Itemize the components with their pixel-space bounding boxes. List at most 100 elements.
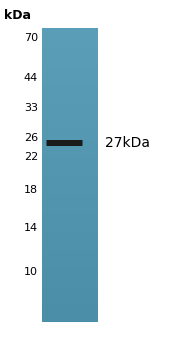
Bar bbox=[42, 174, 98, 175]
Bar bbox=[42, 262, 98, 263]
Bar bbox=[42, 320, 98, 322]
Bar bbox=[42, 225, 98, 226]
Bar bbox=[42, 304, 98, 306]
Bar bbox=[42, 91, 98, 93]
Bar bbox=[42, 90, 98, 91]
Bar bbox=[42, 299, 98, 300]
Bar bbox=[42, 94, 98, 96]
Bar bbox=[42, 278, 98, 279]
Bar bbox=[42, 49, 98, 50]
Bar bbox=[42, 159, 98, 160]
Bar bbox=[42, 85, 98, 87]
Bar bbox=[42, 81, 98, 82]
Bar bbox=[42, 112, 98, 113]
Bar bbox=[42, 206, 98, 207]
Bar bbox=[42, 297, 98, 299]
Bar bbox=[42, 182, 98, 184]
Text: 18: 18 bbox=[24, 185, 38, 195]
Bar bbox=[42, 162, 98, 163]
Text: 70: 70 bbox=[24, 33, 38, 43]
Bar bbox=[42, 253, 98, 254]
Bar bbox=[42, 231, 98, 232]
Bar bbox=[42, 268, 98, 269]
Bar bbox=[42, 293, 98, 294]
Bar bbox=[42, 128, 98, 129]
Bar bbox=[42, 138, 98, 140]
Bar bbox=[42, 243, 98, 244]
Bar bbox=[42, 41, 98, 43]
Bar bbox=[42, 135, 98, 137]
Bar bbox=[42, 66, 98, 68]
Bar bbox=[42, 240, 98, 241]
Bar bbox=[42, 191, 98, 193]
Bar bbox=[42, 98, 98, 100]
Bar bbox=[42, 177, 98, 178]
Bar bbox=[42, 59, 98, 60]
Bar bbox=[42, 65, 98, 66]
Bar bbox=[42, 282, 98, 284]
Bar bbox=[42, 237, 98, 238]
Bar bbox=[42, 316, 98, 317]
Bar bbox=[42, 104, 98, 106]
Bar bbox=[42, 181, 98, 182]
Bar bbox=[42, 53, 98, 55]
Bar bbox=[42, 285, 98, 287]
Bar bbox=[42, 215, 98, 216]
Bar bbox=[42, 72, 98, 73]
Bar bbox=[42, 40, 98, 41]
Bar bbox=[42, 234, 98, 235]
Bar bbox=[42, 73, 98, 75]
Bar bbox=[42, 126, 98, 128]
Bar bbox=[42, 156, 98, 157]
Bar bbox=[42, 137, 98, 138]
FancyBboxPatch shape bbox=[46, 140, 83, 146]
Bar bbox=[42, 150, 98, 151]
Bar bbox=[42, 62, 98, 63]
Bar bbox=[42, 309, 98, 310]
Bar bbox=[42, 179, 98, 181]
Bar bbox=[42, 290, 98, 291]
Bar bbox=[42, 68, 98, 69]
Bar bbox=[42, 223, 98, 225]
Bar bbox=[42, 281, 98, 282]
Bar bbox=[42, 272, 98, 274]
Bar bbox=[42, 247, 98, 248]
Bar bbox=[42, 31, 98, 32]
Bar bbox=[42, 96, 98, 97]
Text: 33: 33 bbox=[24, 103, 38, 113]
Bar bbox=[42, 288, 98, 290]
Bar bbox=[42, 93, 98, 94]
Bar bbox=[42, 160, 98, 162]
Bar bbox=[42, 38, 98, 40]
Bar bbox=[42, 52, 98, 53]
Bar bbox=[42, 254, 98, 256]
Bar bbox=[42, 307, 98, 309]
Bar bbox=[42, 218, 98, 219]
Bar bbox=[42, 163, 98, 165]
Bar bbox=[42, 113, 98, 115]
Text: 27kDa: 27kDa bbox=[105, 136, 150, 150]
Bar bbox=[42, 141, 98, 143]
Bar bbox=[42, 97, 98, 98]
Bar bbox=[42, 185, 98, 187]
Bar bbox=[42, 88, 98, 90]
Bar bbox=[42, 263, 98, 265]
Bar bbox=[42, 195, 98, 197]
Bar bbox=[42, 115, 98, 116]
Bar bbox=[42, 106, 98, 108]
Bar bbox=[42, 55, 98, 56]
Bar bbox=[42, 198, 98, 200]
Bar bbox=[42, 187, 98, 188]
Bar bbox=[42, 271, 98, 272]
Bar bbox=[42, 274, 98, 275]
Bar bbox=[42, 80, 98, 81]
Bar bbox=[42, 63, 98, 65]
Bar bbox=[42, 125, 98, 126]
Bar bbox=[42, 287, 98, 288]
Bar bbox=[42, 129, 98, 131]
Bar bbox=[42, 110, 98, 112]
Bar bbox=[42, 37, 98, 38]
Bar bbox=[42, 165, 98, 166]
Bar bbox=[42, 194, 98, 195]
Bar bbox=[42, 44, 98, 45]
